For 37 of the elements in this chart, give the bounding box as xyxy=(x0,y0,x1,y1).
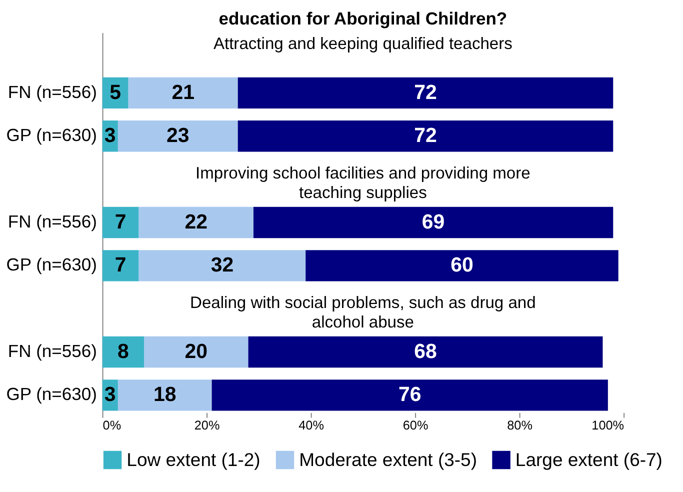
data-label: 22 xyxy=(184,210,208,234)
annotation: Attracting and keeping qualified teachers xyxy=(213,34,512,53)
data-label: 18 xyxy=(153,383,176,406)
legend-label: Moderate extent (3-5) xyxy=(299,448,478,470)
data-label: 23 xyxy=(166,124,190,147)
data-label: 3 xyxy=(104,124,116,147)
data-label: 72 xyxy=(414,124,437,147)
data-label: 20 xyxy=(184,340,208,363)
data-label: 72 xyxy=(414,80,437,104)
data-label: 3 xyxy=(104,383,116,406)
y-tick-label: FN (n=556) xyxy=(8,211,97,232)
x-tick-label: 60% xyxy=(402,418,428,433)
annotation: Improving school facilities and providing more teaching supplies xyxy=(196,163,530,202)
data-label: 7 xyxy=(114,254,126,276)
data-label: 32 xyxy=(210,254,234,276)
x-tick-label: 20% xyxy=(194,418,220,433)
data-label: 7 xyxy=(114,210,126,234)
data-label: 8 xyxy=(117,340,129,363)
y-tick-label: GP (n=630) xyxy=(6,254,97,275)
y-tick-label: FN (n=556) xyxy=(8,82,97,102)
data-label: 60 xyxy=(450,254,474,276)
data-label: 69 xyxy=(422,210,445,234)
x-tick-label: 100% xyxy=(592,418,624,433)
data-label: 76 xyxy=(398,383,422,406)
x-tick-label: 80% xyxy=(507,418,532,433)
legend-label: Low extent (1-2) xyxy=(126,448,260,470)
x-tick-label: 40% xyxy=(298,418,324,433)
y-tick-label: GP (n=630) xyxy=(6,384,97,404)
data-label: 21 xyxy=(172,80,194,104)
chart-title: education for Aboriginal Children? xyxy=(218,8,508,29)
y-tick-label: GP (n=630) xyxy=(6,124,97,145)
data-label: 5 xyxy=(110,80,122,104)
data-label: 68 xyxy=(414,340,437,363)
y-tick-label: FN (n=556) xyxy=(8,340,97,361)
x-tick-label: 0% xyxy=(102,418,122,433)
legend-label: Large extent (6-7) xyxy=(515,448,662,470)
annotation: Dealing with social problems, such as drug and alcohol abuse xyxy=(190,292,536,332)
